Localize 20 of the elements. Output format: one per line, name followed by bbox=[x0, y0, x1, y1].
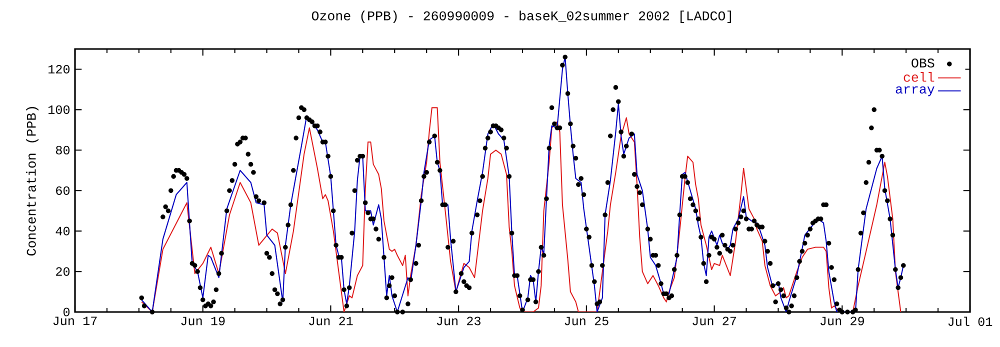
x-tick-label: Jun 25 bbox=[564, 316, 608, 326]
x-tick-label: Jun 27 bbox=[692, 316, 736, 326]
x-tick-label: Jun 29 bbox=[820, 316, 864, 326]
y-tick-label: 0 bbox=[64, 308, 70, 316]
y-tick-label: 80 bbox=[56, 146, 70, 154]
legend-label: OBS bbox=[912, 58, 934, 68]
y-tick-label: 60 bbox=[56, 186, 70, 195]
chart-title: Ozone (PPB) - 260990009 - baseK_02summer 2002 [LADCO] bbox=[312, 10, 732, 23]
y-tick-label: 20 bbox=[56, 267, 70, 276]
x-tick-label: Jun 19 bbox=[181, 316, 225, 326]
x-tick-label: Jun 17 bbox=[53, 316, 97, 326]
x-tick-label: Jun 23 bbox=[436, 316, 480, 326]
x-tick-label: Jun 21 bbox=[309, 316, 353, 326]
y-tick-label: 40 bbox=[56, 226, 70, 236]
x-tick-label: Jul 01 bbox=[948, 316, 992, 326]
legend-label: cell bbox=[904, 72, 934, 82]
legend-label: array bbox=[896, 86, 934, 96]
y-tick-label: 120 bbox=[48, 64, 70, 74]
y-axis-title: Concentration (PPB) bbox=[26, 107, 38, 256]
y-tick-label: 100 bbox=[48, 105, 70, 114]
